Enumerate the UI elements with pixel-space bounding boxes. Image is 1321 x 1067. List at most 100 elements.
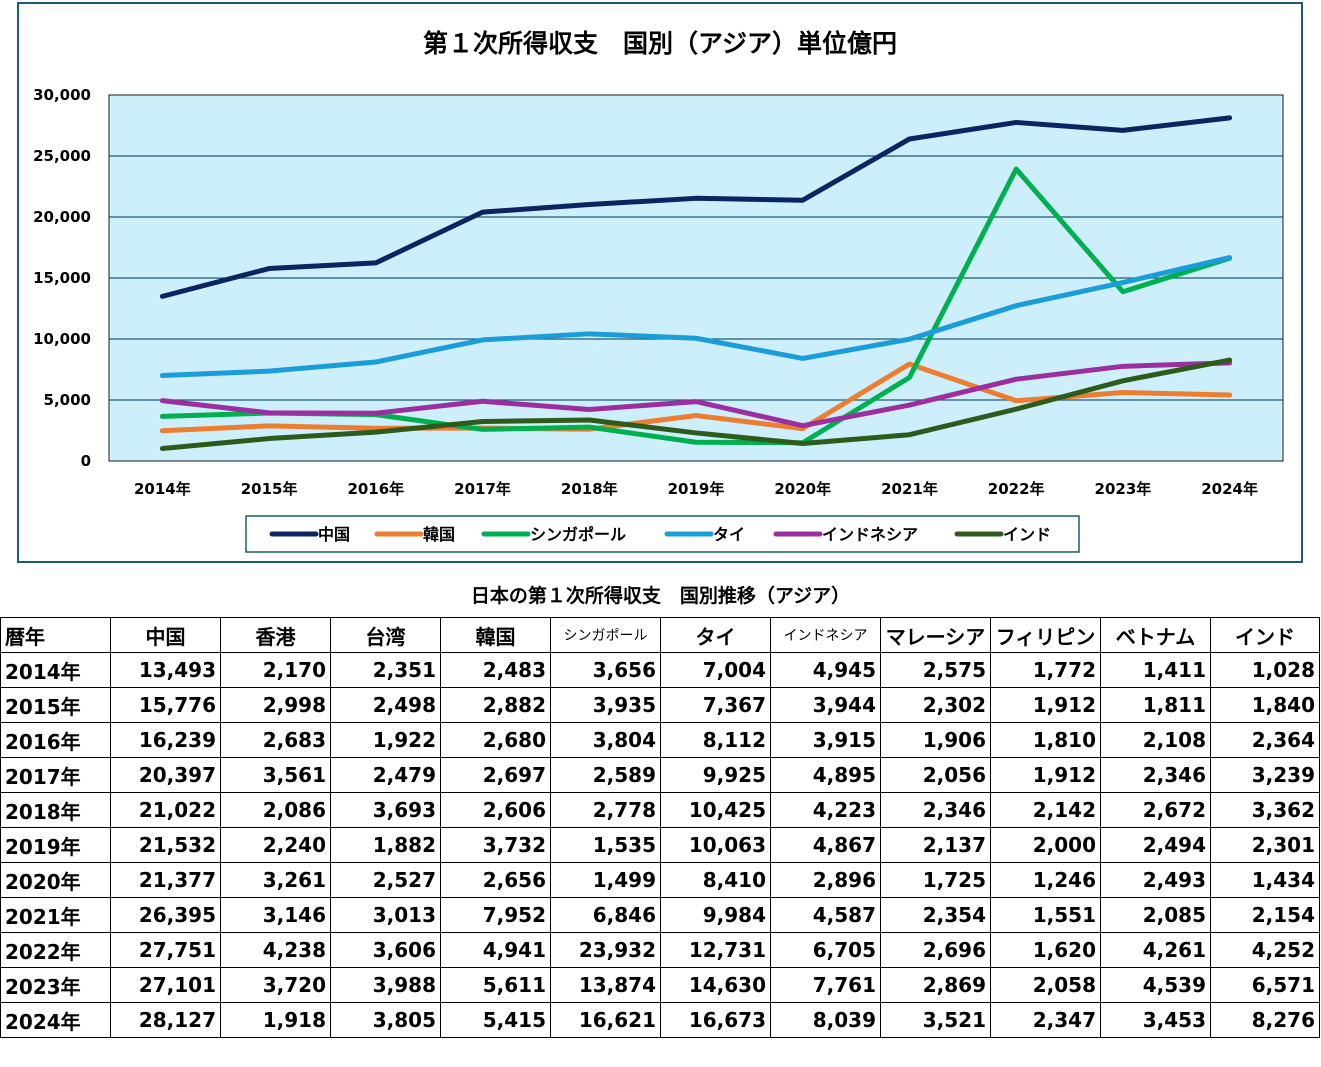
value-cell: 3,693 — [330, 792, 441, 828]
value-cell: 3,656 — [550, 652, 661, 688]
value-cell: 1,028 — [1210, 652, 1320, 688]
value-cell: 2,301 — [1210, 827, 1320, 863]
column-header: タイ — [660, 617, 771, 653]
value-cell: 3,561 — [220, 757, 331, 793]
value-cell: 2,364 — [1210, 722, 1320, 758]
value-cell: 2,778 — [550, 792, 661, 828]
value-cell: 2,656 — [440, 862, 551, 898]
value-cell: 4,945 — [770, 652, 881, 688]
value-cell: 21,532 — [110, 827, 221, 863]
year-cell: 2016年 — [0, 722, 111, 758]
column-header: 暦年 — [0, 617, 111, 653]
value-cell: 2,483 — [440, 652, 551, 688]
table-title: 日本の第１次所得収支 国別推移（アジア） — [470, 585, 851, 607]
value-cell: 1,882 — [330, 827, 441, 863]
value-cell: 3,935 — [550, 687, 661, 723]
value-cell: 2,354 — [880, 897, 991, 933]
value-cell: 2,527 — [330, 862, 441, 898]
series-line — [159, 360, 1233, 429]
year-cell: 2015年 — [0, 687, 111, 723]
value-cell: 8,039 — [770, 1002, 881, 1038]
value-cell: 4,252 — [1210, 932, 1320, 968]
column-header: ベトナム — [1100, 617, 1211, 653]
value-cell: 21,377 — [110, 862, 221, 898]
value-cell: 2,085 — [1100, 897, 1211, 933]
legend-label: 韓国 — [423, 525, 455, 544]
value-cell: 13,874 — [550, 967, 661, 1003]
value-cell: 13,493 — [110, 652, 221, 688]
value-cell: 2,498 — [330, 687, 441, 723]
value-cell: 28,127 — [110, 1002, 221, 1038]
value-cell: 2,058 — [990, 967, 1101, 1003]
year-cell: 2020年 — [0, 862, 111, 898]
y-tick-label: 5,000 — [44, 391, 91, 409]
value-cell: 2,137 — [880, 827, 991, 863]
legend-label: インドネシア — [822, 525, 918, 544]
x-tick-label: 2021年 — [881, 480, 938, 498]
value-cell: 5,415 — [440, 1002, 551, 1038]
value-cell: 27,751 — [110, 932, 221, 968]
legend-label: シンガポール — [530, 525, 626, 544]
value-cell: 2,108 — [1100, 722, 1211, 758]
value-cell: 4,261 — [1100, 932, 1211, 968]
table-row: 2016年 16,239 2,683 1,922 2,680 3,804 8,112 3,91… — [0, 722, 1320, 758]
value-cell: 4,941 — [440, 932, 551, 968]
value-cell: 6,571 — [1210, 967, 1320, 1003]
series-line — [159, 357, 1233, 451]
column-header: シンガポール — [550, 617, 661, 653]
year-cell: 2022年 — [0, 932, 111, 968]
value-cell: 27,101 — [110, 967, 221, 1003]
column-header: 香港 — [220, 617, 331, 653]
legend: 中国 韓国 シンガポール タイ インドネシア インド — [269, 525, 1051, 544]
value-cell: 3,988 — [330, 967, 441, 1003]
x-tick-label: 2022年 — [988, 480, 1045, 498]
value-cell: 7,761 — [770, 967, 881, 1003]
value-cell: 9,925 — [660, 757, 771, 793]
value-cell: 2,142 — [990, 792, 1101, 828]
value-cell: 2,351 — [330, 652, 441, 688]
value-cell: 3,013 — [330, 897, 441, 933]
value-cell: 3,362 — [1210, 792, 1320, 828]
value-cell: 2,240 — [220, 827, 331, 863]
y-axis-ticks: 0 5,000 10,000 15,000 20,000 25,000 30,000 — [33, 86, 91, 470]
x-tick-label: 2018年 — [561, 480, 618, 498]
value-cell: 1,810 — [990, 722, 1101, 758]
x-tick-label: 2024年 — [1201, 480, 1258, 498]
year-cell: 2021年 — [0, 897, 111, 933]
value-cell: 1,811 — [1100, 687, 1211, 723]
data-table: 暦年 中国 香港 台湾 韓国 シンガポール タイ インドネシア マレーシア フィリピン ベトナム イン… — [0, 617, 1320, 1038]
value-cell: 1,918 — [220, 1002, 331, 1038]
value-cell: 3,453 — [1100, 1002, 1211, 1038]
column-header: インドネシア — [770, 617, 881, 653]
table-row: 2014年 13,493 2,170 2,351 2,483 3,656 7,004 4,94… — [0, 652, 1320, 688]
value-cell: 3,239 — [1210, 757, 1320, 793]
value-cell: 23,932 — [550, 932, 661, 968]
table-row: 2023年 27,101 3,720 3,988 5,611 13,874 14,630 7,… — [0, 967, 1320, 1003]
value-cell: 9,984 — [660, 897, 771, 933]
value-cell: 8,112 — [660, 722, 771, 758]
column-header: 韓国 — [440, 617, 551, 653]
value-cell: 8,410 — [660, 862, 771, 898]
column-header: インド — [1210, 617, 1320, 653]
value-cell: 4,867 — [770, 827, 881, 863]
x-tick-label: 2015年 — [241, 480, 298, 498]
y-tick-label: 25,000 — [33, 147, 91, 165]
value-cell: 8,276 — [1210, 1002, 1320, 1038]
year-cell: 2017年 — [0, 757, 111, 793]
value-cell: 4,539 — [1100, 967, 1211, 1003]
value-cell: 3,805 — [330, 1002, 441, 1038]
column-header: フィリピン — [990, 617, 1101, 653]
value-cell: 2,494 — [1100, 827, 1211, 863]
table-row: 2022年 27,751 4,238 3,606 4,941 23,932 12,731 6,… — [0, 932, 1320, 968]
legend-label: 中国 — [318, 525, 350, 544]
value-cell: 1,912 — [990, 757, 1101, 793]
table-row: 2018年 21,022 2,086 3,693 2,606 2,778 10,425 4,2… — [0, 792, 1320, 828]
value-cell: 21,022 — [110, 792, 221, 828]
y-tick-label: 10,000 — [33, 330, 91, 348]
chart-title: 第１次所得収支 国別（アジア）単位億円 — [423, 29, 897, 58]
legend-label: タイ — [713, 525, 745, 544]
x-tick-label: 2016年 — [347, 480, 404, 498]
value-cell: 16,621 — [550, 1002, 661, 1038]
value-cell: 16,239 — [110, 722, 221, 758]
value-cell: 2,882 — [440, 687, 551, 723]
